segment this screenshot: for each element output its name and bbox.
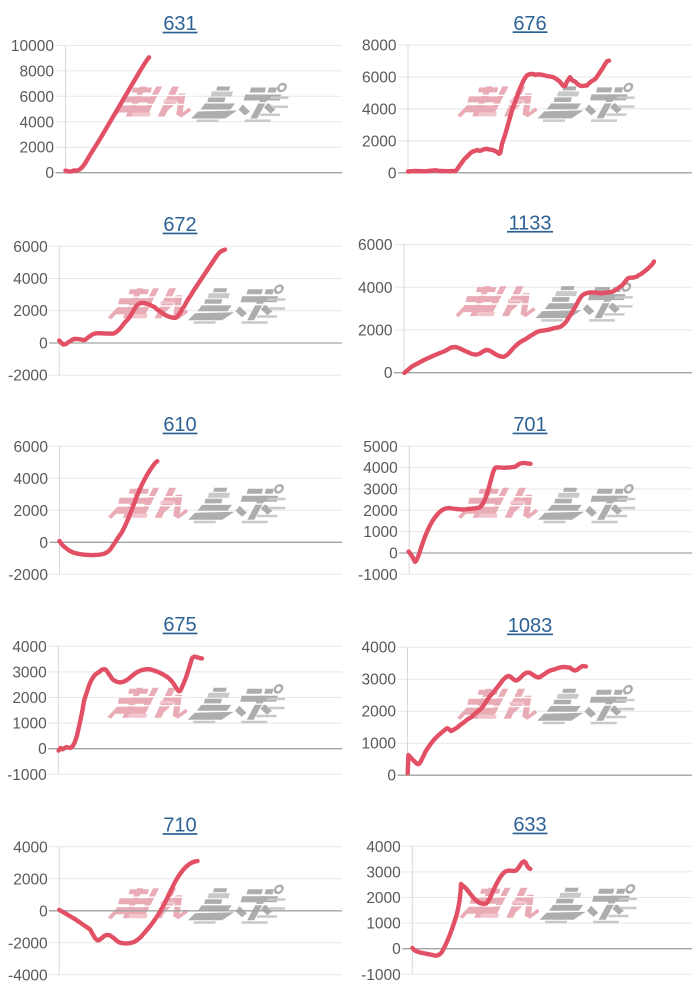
svg-text:-2000: -2000	[8, 935, 48, 952]
svg-text:1083: 1083	[508, 615, 553, 637]
svg-text:-4000: -4000	[8, 967, 48, 984]
svg-text:710: 710	[163, 815, 196, 837]
svg-text:0: 0	[389, 546, 398, 563]
svg-text:6000: 6000	[13, 239, 48, 256]
svg-text:0: 0	[388, 165, 397, 182]
svg-text:2000: 2000	[363, 503, 398, 520]
svg-text:8000: 8000	[20, 63, 55, 80]
svg-text:-1000: -1000	[358, 567, 398, 584]
svg-text:5000: 5000	[363, 439, 398, 456]
svg-text:633: 633	[513, 814, 546, 836]
svg-text:631: 631	[163, 13, 196, 35]
svg-text:0: 0	[39, 535, 48, 552]
svg-text:-2000: -2000	[8, 368, 48, 385]
svg-text:2000: 2000	[14, 503, 49, 520]
svg-text:6000: 6000	[358, 237, 393, 254]
svg-text:2000: 2000	[366, 890, 401, 907]
svg-text:4000: 4000	[20, 114, 55, 131]
svg-text:6000: 6000	[14, 439, 49, 456]
svg-text:701: 701	[513, 414, 546, 436]
svg-text:2000: 2000	[362, 133, 397, 150]
svg-text:0: 0	[39, 336, 48, 353]
svg-text:-1000: -1000	[361, 967, 401, 984]
svg-text:1133: 1133	[508, 212, 551, 234]
svg-text:2000: 2000	[362, 704, 397, 721]
svg-text:4000: 4000	[363, 460, 398, 477]
svg-text:0: 0	[45, 165, 54, 182]
svg-text:4000: 4000	[13, 271, 48, 288]
svg-text:0: 0	[392, 941, 401, 958]
svg-text:-1000: -1000	[7, 767, 47, 784]
svg-text:4000: 4000	[362, 640, 397, 657]
svg-text:4000: 4000	[12, 639, 47, 656]
svg-text:2000: 2000	[13, 303, 48, 320]
svg-text:4000: 4000	[358, 280, 393, 297]
svg-text:8000: 8000	[362, 38, 397, 55]
svg-text:6000: 6000	[20, 89, 55, 106]
svg-text:610: 610	[163, 414, 196, 436]
svg-text:2000: 2000	[20, 140, 55, 157]
svg-text:-2000: -2000	[8, 567, 48, 584]
svg-text:675: 675	[163, 614, 196, 636]
svg-text:4000: 4000	[362, 101, 397, 118]
svg-text:0: 0	[384, 365, 393, 382]
svg-text:2000: 2000	[13, 871, 48, 888]
svg-text:676: 676	[513, 13, 546, 35]
svg-text:1000: 1000	[363, 524, 398, 541]
svg-text:1000: 1000	[362, 736, 397, 753]
svg-text:4000: 4000	[13, 839, 48, 856]
svg-text:10000: 10000	[11, 38, 54, 55]
svg-text:3000: 3000	[362, 672, 397, 689]
svg-text:3000: 3000	[363, 482, 398, 499]
svg-text:6000: 6000	[362, 70, 397, 87]
svg-text:4000: 4000	[14, 471, 49, 488]
svg-text:0: 0	[387, 768, 396, 785]
svg-text:3000: 3000	[12, 664, 47, 681]
svg-text:2000: 2000	[12, 690, 47, 707]
svg-text:672: 672	[163, 214, 196, 236]
svg-text:3000: 3000	[366, 864, 401, 881]
svg-text:0: 0	[38, 741, 47, 758]
svg-text:4000: 4000	[366, 839, 401, 856]
svg-text:1000: 1000	[12, 716, 47, 733]
svg-text:1000: 1000	[366, 916, 401, 933]
svg-text:0: 0	[39, 903, 48, 920]
svg-text:2000: 2000	[358, 323, 393, 340]
